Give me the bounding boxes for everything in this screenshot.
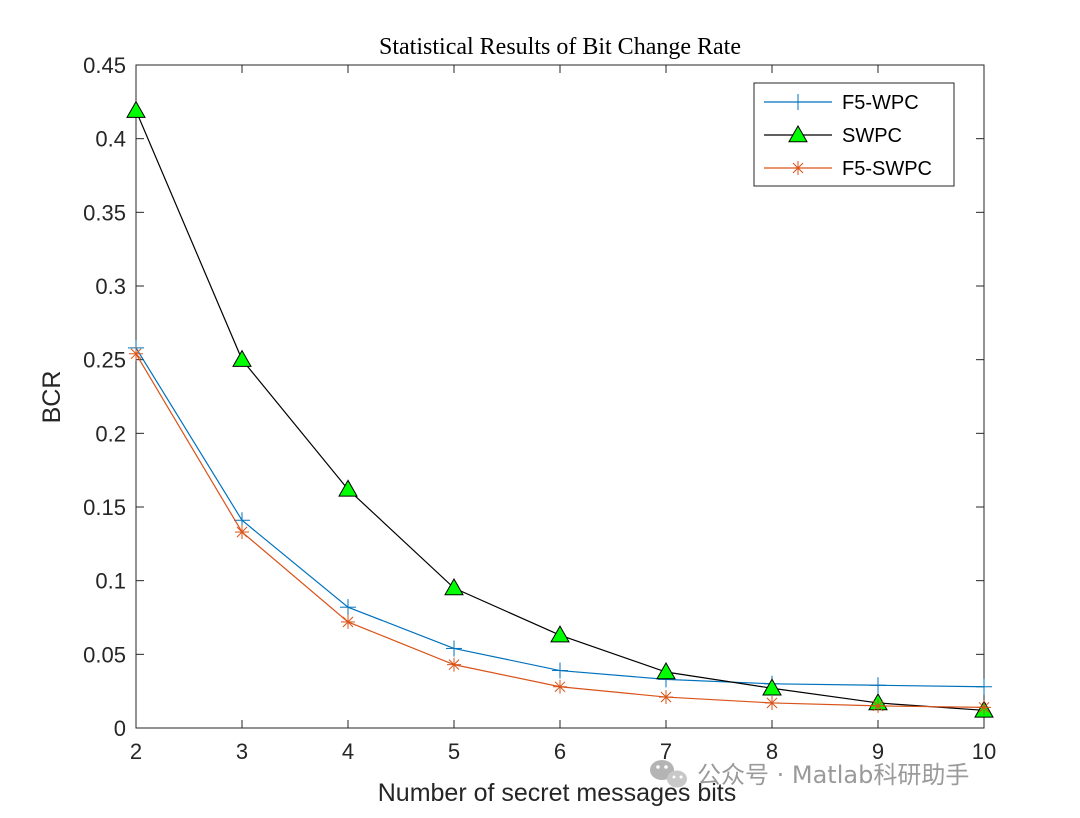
legend-label: F5-WPC <box>842 92 919 114</box>
wechat-icon <box>650 760 687 788</box>
legend-item-swpc: SWPC <box>764 124 902 147</box>
data-point <box>659 690 673 705</box>
data-point <box>446 640 462 657</box>
y-tick-label: 0 <box>114 716 126 741</box>
data-point <box>553 679 567 694</box>
data-point <box>870 677 886 694</box>
x-tick-label: 5 <box>448 739 460 764</box>
data-point <box>765 695 779 710</box>
legend-label: SWPC <box>842 125 902 147</box>
data-point <box>656 662 676 680</box>
y-tick-label: 0.3 <box>95 274 126 299</box>
data-point <box>126 100 146 118</box>
data-point <box>550 625 570 643</box>
data-point <box>338 479 358 497</box>
x-axis-ticks: 2 3 4 5 6 7 8 9 10 <box>130 65 996 764</box>
legend-marker <box>790 94 806 110</box>
legend-items: F5-WPC SWPC F5-SWPC <box>764 92 932 180</box>
watermark-text: 公众号 · Matlab科研助手 <box>697 761 969 789</box>
data-point <box>871 698 885 713</box>
chart-title: Statistical Results of Bit Change Rate <box>379 34 741 60</box>
y-axis-ticks: 0 0.05 0.1 0.15 0.2 0.25 0.3 0.35 0.4 0.45 <box>83 53 984 741</box>
x-tick-label: 9 <box>872 739 884 764</box>
legend-item-f5-swpc: F5-SWPC <box>764 158 932 180</box>
data-point <box>232 349 252 367</box>
watermark: 公众号 · Matlab科研助手 <box>650 760 969 789</box>
legend-item-f5-wpc: F5-WPC <box>764 92 919 114</box>
data-point <box>444 578 464 596</box>
legend-label: F5-SWPC <box>842 158 932 180</box>
data-point <box>235 525 249 540</box>
data-point <box>977 700 991 715</box>
x-tick-label: 10 <box>972 739 996 764</box>
series-f5-swpc <box>129 346 991 715</box>
y-tick-label: 0.15 <box>83 495 126 520</box>
y-tick-label: 0.4 <box>95 127 126 152</box>
data-point <box>762 678 782 696</box>
data-point <box>341 614 355 629</box>
data-point <box>552 662 568 679</box>
data-point <box>129 346 143 361</box>
legend: F5-WPC SWPC F5-SWPC <box>753 82 955 187</box>
x-tick-label: 8 <box>766 739 778 764</box>
y-tick-label: 0.1 <box>95 569 126 594</box>
series-layer <box>126 100 994 718</box>
x-tick-label: 7 <box>660 739 672 764</box>
data-point <box>976 678 992 695</box>
y-tick-label: 0.35 <box>83 200 126 225</box>
x-tick-label: 4 <box>342 739 354 764</box>
data-point <box>447 657 461 672</box>
y-tick-label: 0.05 <box>83 642 126 667</box>
x-tick-label: 2 <box>130 739 142 764</box>
y-tick-label: 0.45 <box>83 53 126 78</box>
y-tick-label: 0.2 <box>95 421 126 446</box>
legend-marker <box>788 124 808 143</box>
x-tick-label: 3 <box>236 739 248 764</box>
y-tick-label: 0.25 <box>83 348 126 373</box>
x-tick-label: 6 <box>554 739 566 764</box>
legend-marker <box>791 161 805 175</box>
data-point <box>340 599 356 616</box>
y-axis-label: BCR <box>38 371 66 424</box>
series-swpc <box>126 100 994 718</box>
